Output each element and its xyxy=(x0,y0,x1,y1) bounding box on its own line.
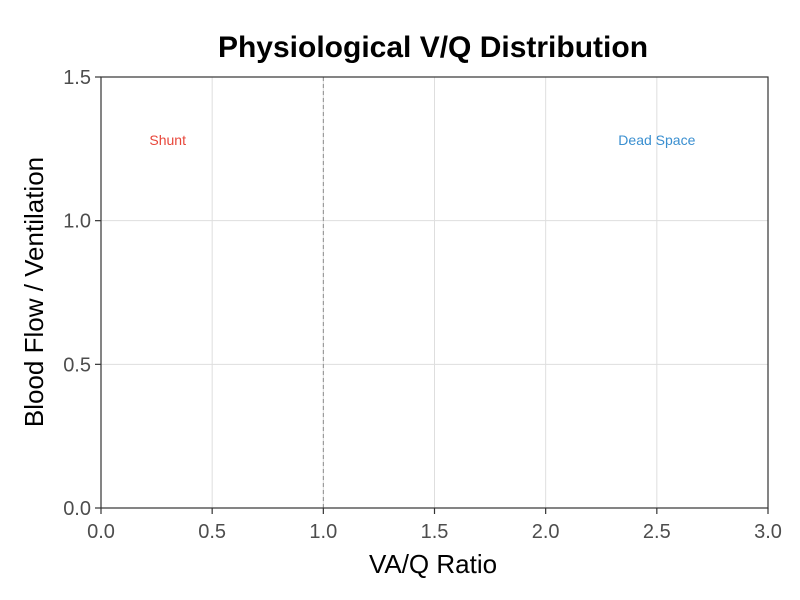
y-tick-label-1: 0.5 xyxy=(63,354,91,376)
annotation-dead-space: Dead Space xyxy=(618,132,695,148)
y-tick-label-2: 1.0 xyxy=(63,211,91,233)
annotation-shunt: Shunt xyxy=(149,132,186,148)
x-tick-label-0: 0.0 xyxy=(87,521,115,543)
x-axis-ticks: 0.0 0.5 1.0 1.5 2.0 2.5 3.0 xyxy=(87,508,782,543)
y-tick-label-0: 0.0 xyxy=(63,498,91,520)
x-tick-label-5: 2.5 xyxy=(643,521,671,543)
y-tick-label-3: 1.5 xyxy=(63,67,91,89)
y-axis-label: Blood Flow / Ventilation xyxy=(19,157,49,427)
annotations: Shunt Dead Space xyxy=(149,132,695,148)
y-axis-ticks: 0.0 0.5 1.0 1.5 xyxy=(63,67,101,520)
x-tick-label-1: 0.5 xyxy=(198,521,226,543)
x-tick-label-6: 3.0 xyxy=(754,521,782,543)
x-tick-label-2: 1.0 xyxy=(309,521,337,543)
x-tick-label-4: 2.0 xyxy=(532,521,560,543)
x-tick-label-3: 1.5 xyxy=(421,521,449,543)
chart-title: Physiological V/Q Distribution xyxy=(218,31,648,64)
x-axis-label: VA/Q Ratio xyxy=(369,549,497,579)
